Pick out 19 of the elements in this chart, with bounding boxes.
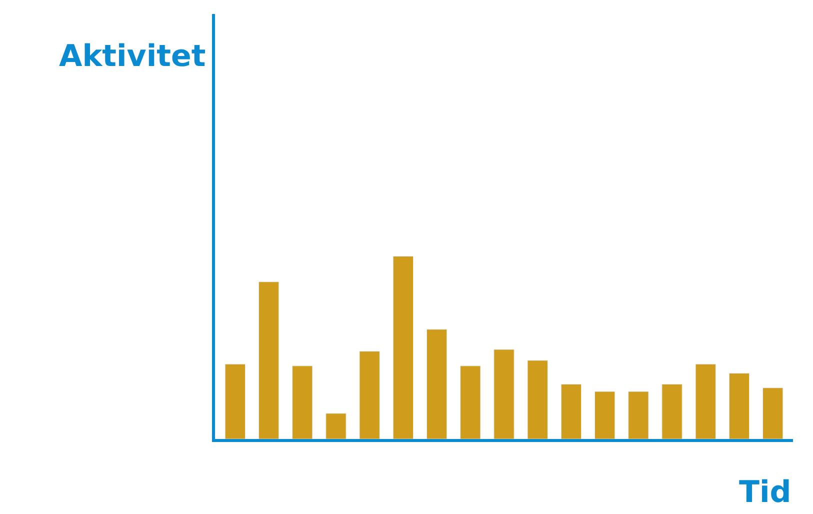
bar [728,372,750,439]
bar [426,329,448,439]
bar [560,384,582,439]
text: Aktivitet [59,39,206,74]
bar [392,256,414,439]
bar [662,384,682,439]
bar [359,351,380,439]
bar [594,391,616,439]
bar [224,364,246,439]
bar [494,349,514,439]
bar [326,413,346,439]
bar [762,388,784,439]
x-axis-title: Tid [739,475,792,510]
bar [258,282,280,439]
bar [527,360,548,439]
bar [628,391,649,439]
bar [460,366,481,439]
bar [695,364,716,439]
bar [292,366,313,439]
